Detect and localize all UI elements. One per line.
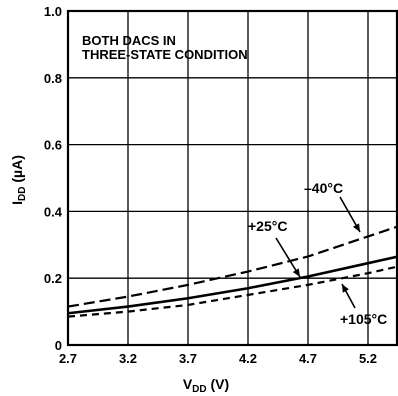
- x-tick-labels: 2.7 3.2 3.7 4.2 4.7 5.2: [59, 351, 377, 366]
- arrow-plus25: [275, 237, 301, 278]
- x-tick-label: 3.2: [119, 351, 137, 366]
- arrow-plus105: [341, 283, 356, 309]
- series-line-2: [67, 265, 398, 318]
- y-tick-label: 0: [55, 338, 62, 353]
- series-line-1: [67, 255, 398, 315]
- grid: [68, 11, 398, 345]
- y-tick-label: 1.0: [44, 4, 62, 19]
- y-tick-label: 0.4: [44, 204, 63, 219]
- plot-frame: [66, 9, 398, 347]
- series-line-0: [67, 225, 398, 308]
- x-axis-label: VDD (V): [183, 376, 229, 395]
- series-label-minus40: –40°C: [304, 180, 343, 196]
- x-axis-label-main: V: [183, 376, 193, 392]
- y-axis-label-sub: DD: [17, 187, 28, 201]
- x-axis-label-sub: DD: [192, 384, 206, 395]
- y-axis-label: IDD (µA): [9, 155, 28, 205]
- x-tick-label: 3.7: [179, 351, 197, 366]
- x-axis-label-unit: (V): [207, 376, 230, 392]
- x-tick-label: 4.7: [299, 351, 317, 366]
- y-tick-label: 0.6: [44, 138, 62, 153]
- arrow-minus40: [339, 196, 361, 233]
- y-tick-labels: 0 0.2 0.4 0.6 0.8 1.0: [44, 4, 63, 353]
- x-tick-label: 5.2: [359, 351, 377, 366]
- annotation-line-1: BOTH DACS IN: [82, 33, 176, 48]
- series-label-plus105: +105°C: [340, 311, 387, 327]
- y-tick-label: 0.2: [44, 271, 62, 286]
- annotation-line-2: THREE-STATE CONDITION: [82, 47, 248, 62]
- x-tick-label: 4.2: [239, 351, 257, 366]
- y-axis-label-unit: (µA): [9, 155, 25, 186]
- x-tick-label: 2.7: [59, 351, 77, 366]
- y-axis-label-main: I: [9, 201, 25, 205]
- y-tick-label: 0.8: [44, 71, 62, 86]
- series-layer: [67, 225, 398, 318]
- leader-arrows: [275, 196, 361, 309]
- series-label-plus25: +25°C: [248, 218, 287, 234]
